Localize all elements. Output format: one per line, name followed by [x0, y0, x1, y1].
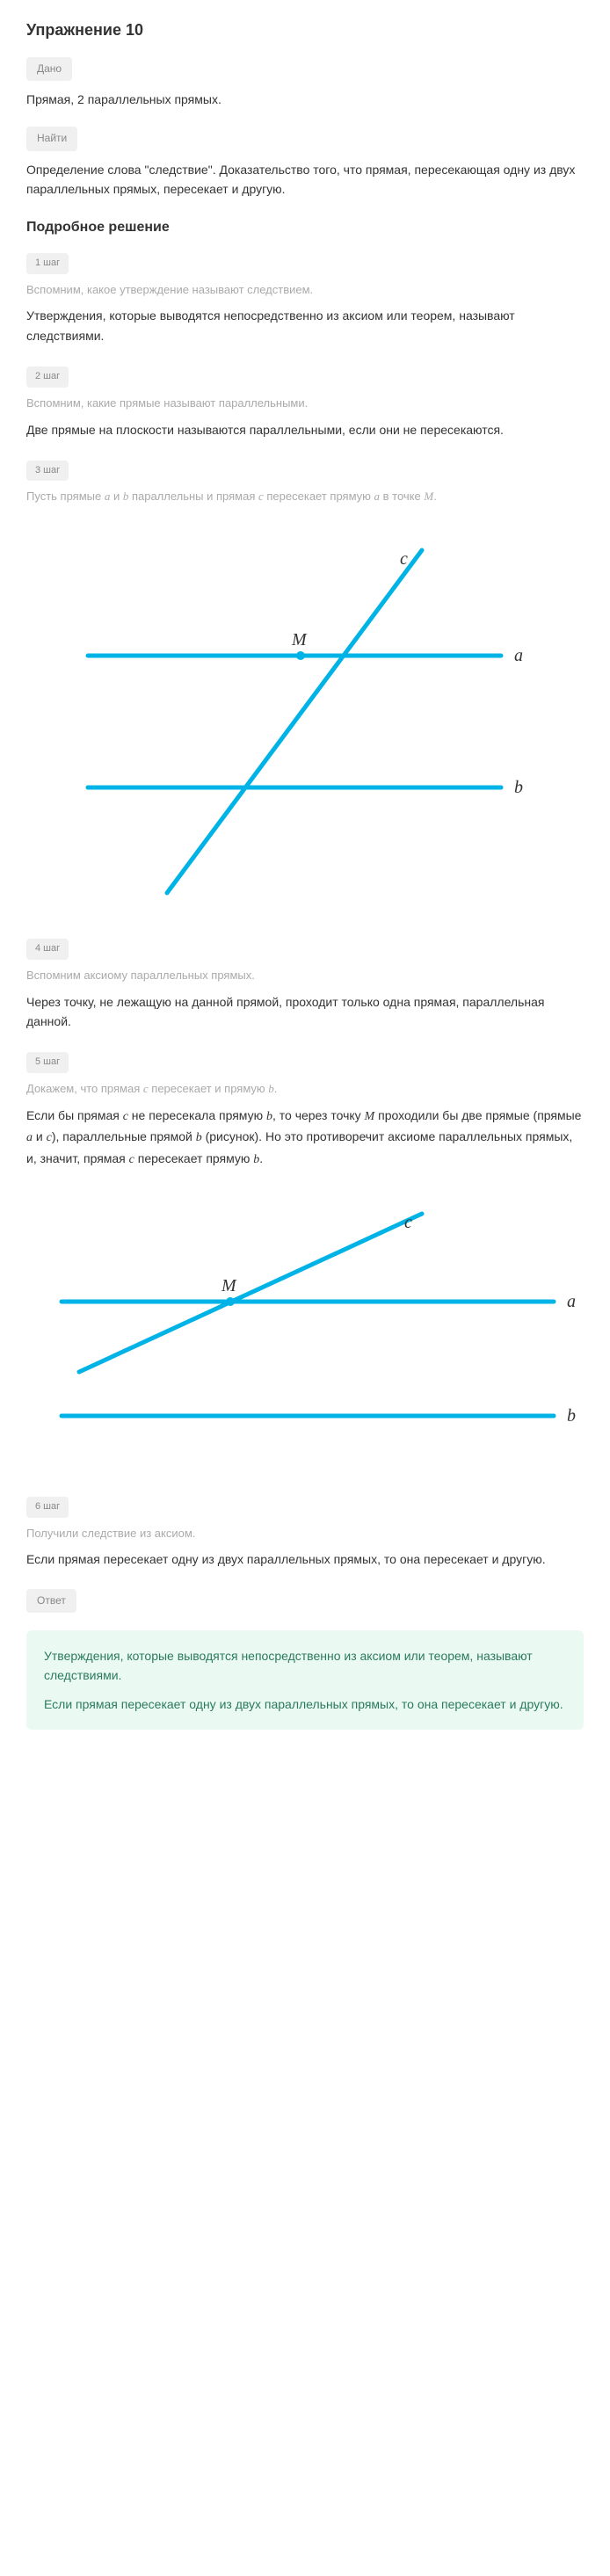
step-hint-2: Вспомним, какие прямые называют параллел… [26, 395, 584, 413]
svg-text:b: b [567, 1406, 576, 1426]
step-label-2: 2 шаг [26, 366, 69, 388]
step-label-5: 5 шаг [26, 1052, 69, 1073]
diagram-2-svg: Ma b c [26, 1196, 589, 1460]
answer-text-2: Если прямая пересекает одну из двух пара… [44, 1694, 566, 1714]
find-label: Найти [26, 127, 77, 150]
svg-text:c: c [400, 549, 408, 569]
svg-text:M: M [221, 1276, 237, 1295]
answer-box: Утверждения, которые выводятся непосредс… [26, 1630, 584, 1730]
step-hint-4: Вспомним аксиому параллельных прямых. [26, 967, 584, 985]
step-body-4: Через точку, не лежащую на данной прямой… [26, 992, 584, 1032]
step-body-1: Утверждения, которые выводятся непосредс… [26, 306, 584, 345]
svg-text:a: a [567, 1292, 576, 1311]
answer-text-1: Утверждения, которые выводятся непосредс… [44, 1646, 566, 1686]
step-label-1: 1 шаг [26, 253, 69, 274]
diagram-1: Ma b c [26, 533, 584, 902]
find-text: Определение слова "следствие". Доказател… [26, 160, 584, 200]
svg-text:c: c [404, 1213, 412, 1232]
step-label-4: 4 шаг [26, 939, 69, 960]
step-label-3: 3 шаг [26, 461, 69, 482]
exercise-title: Упражнение 10 [26, 18, 584, 43]
step-hint-1: Вспомним, какое утверждение называют сле… [26, 281, 584, 300]
given-text: Прямая, 2 параллельных прямых. [26, 90, 584, 109]
step-body-5: Если бы прямая c не пересекала прямую b,… [26, 1106, 584, 1170]
step-body-2: Две прямые на плоскости называются парал… [26, 420, 584, 439]
solution-heading: Подробное решение [26, 216, 584, 239]
step-hint-3: Пусть прямые a и b параллельны и прямая … [26, 488, 584, 506]
step-hint-6: Получили следствие из аксиом. [26, 1525, 584, 1543]
diagram-1-svg: Ma b c [26, 533, 554, 902]
svg-text:b: b [514, 778, 523, 797]
diagram-2: Ma b c [26, 1196, 584, 1460]
svg-text:M: M [291, 630, 308, 649]
given-label: Дано [26, 57, 72, 81]
step-label-6: 6 шаг [26, 1497, 69, 1518]
step-hint-5: Докажем, что прямая c пересекает и пряму… [26, 1080, 584, 1099]
step-body-6: Если прямая пересекает одну из двух пара… [26, 1549, 584, 1569]
svg-text:a: a [514, 646, 523, 665]
answer-label: Ответ [26, 1589, 76, 1613]
